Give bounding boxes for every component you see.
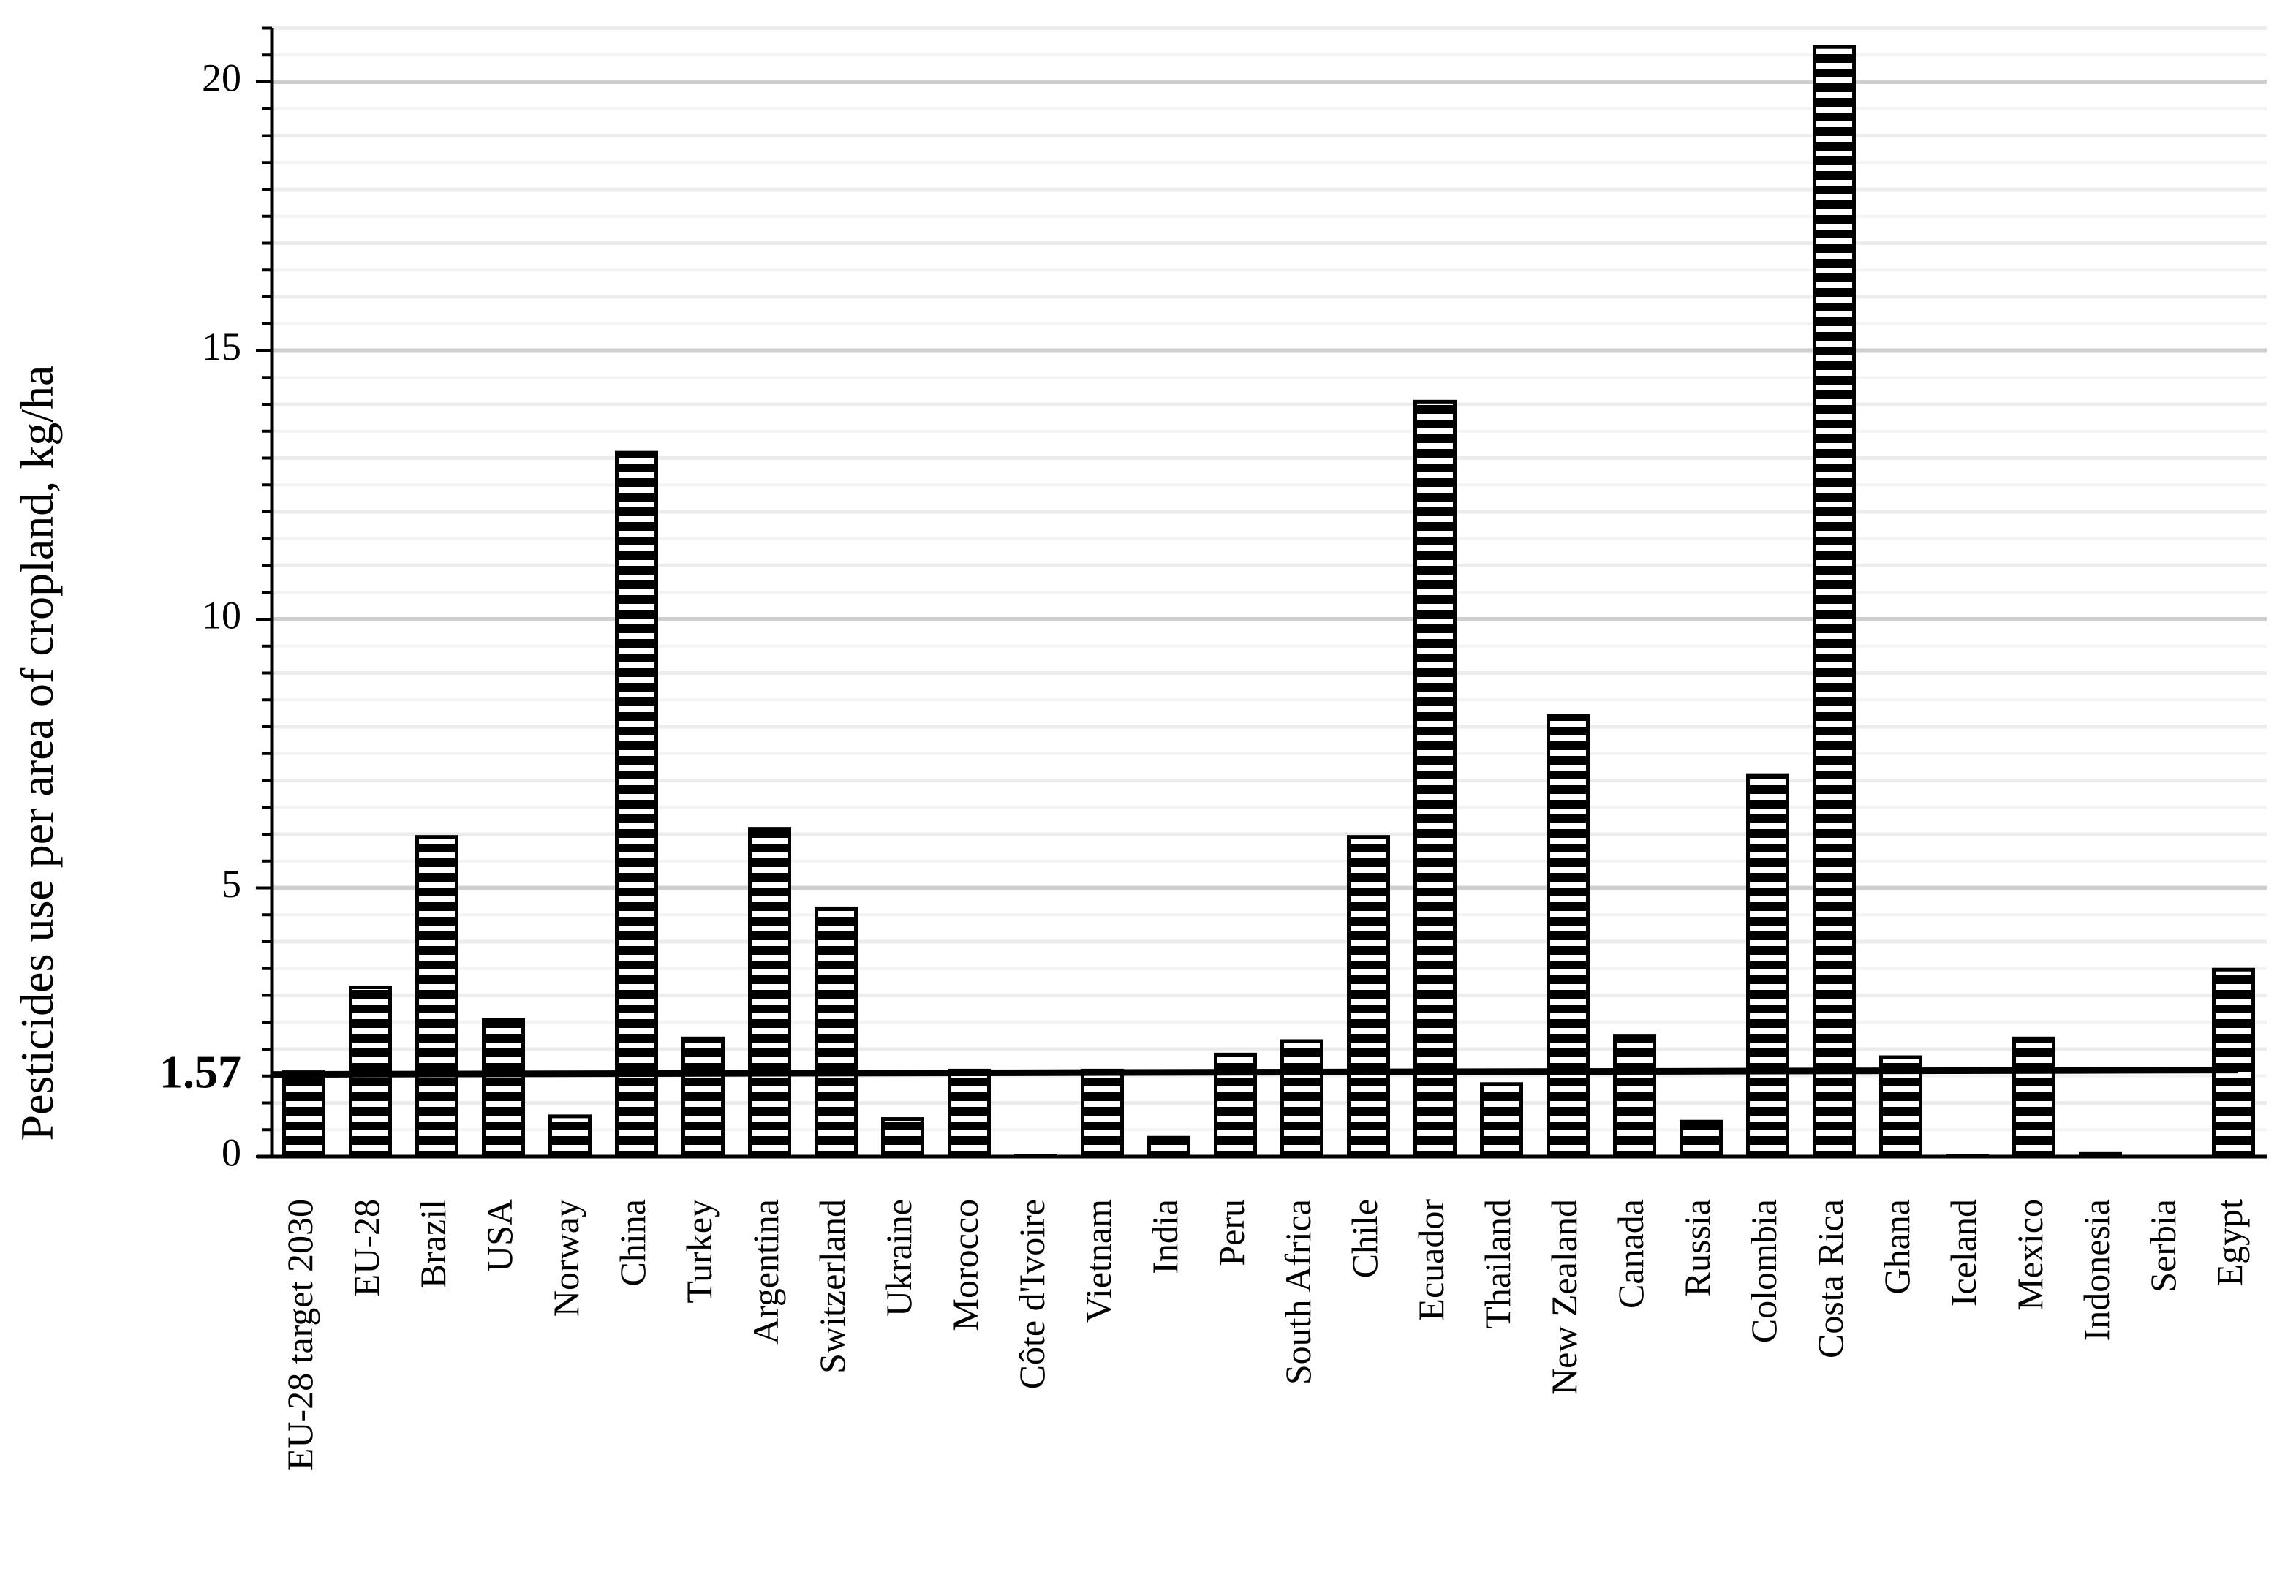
bar-ukraine <box>881 1117 924 1159</box>
category-label: Mexico <box>2009 1199 2050 1311</box>
bar-russia <box>1680 1119 1723 1159</box>
bar-turkey <box>681 1036 725 1159</box>
bar-costa-rica <box>1813 45 1856 1159</box>
category-label: Colombia <box>1743 1199 1784 1343</box>
y-tick-label: 10 <box>202 593 241 637</box>
category-label: Ecuador <box>1411 1199 1451 1321</box>
y-tick-label: 15 <box>202 325 241 368</box>
bar-usa <box>482 1018 525 1159</box>
bar-china <box>615 450 658 1159</box>
y-tick-label: 20 <box>202 56 241 99</box>
bars <box>282 45 2255 1159</box>
y-tick-label: 5 <box>222 862 241 906</box>
category-label: Morocco <box>945 1199 986 1331</box>
gridlines <box>272 26 2267 1132</box>
category-labels: EU-28 target 2030 EU-28 Brazil USA Norway Chi… <box>279 1199 2250 1471</box>
category-label: EU-28 <box>346 1199 387 1296</box>
bar-morocco <box>948 1068 991 1159</box>
category-label: Vietnam <box>1078 1199 1119 1323</box>
bar-canada <box>1613 1034 1656 1159</box>
bar-colombia <box>1746 773 1789 1159</box>
y-axis-label: Pesticides use per area of cropland, kg/… <box>11 366 63 1141</box>
category-label: Serbia <box>2142 1199 2183 1293</box>
y-tick-labels: 0 5 10 15 20 <box>202 56 241 1174</box>
category-label: New Zealand <box>1544 1199 1585 1395</box>
bar-thailand <box>1480 1082 1523 1159</box>
category-label: USA <box>479 1199 520 1272</box>
category-label: Turkey <box>679 1199 720 1304</box>
category-label: Canada <box>1610 1199 1651 1309</box>
reference-line <box>271 1067 2238 1078</box>
bar-eu-28-target-2030 <box>282 1070 325 1159</box>
bar-switzerland <box>815 906 858 1159</box>
category-label: EU-28 target 2030 <box>279 1199 320 1470</box>
category-label: India <box>1144 1199 1185 1274</box>
bar-mexico <box>2012 1036 2055 1159</box>
category-label: Côte d'Ivoire <box>1011 1199 1052 1389</box>
category-label: Brazil <box>412 1199 453 1288</box>
category-label: Iceland <box>1943 1199 1984 1306</box>
bar-norway <box>548 1114 592 1159</box>
bar-vietnam <box>1081 1068 1124 1159</box>
axes <box>256 26 2267 1159</box>
category-label: South Africa <box>1277 1199 1318 1385</box>
bar-india <box>1147 1135 1190 1159</box>
category-label: Costa Rica <box>1810 1199 1851 1358</box>
category-label: Thailand <box>1477 1199 1518 1329</box>
category-label: Ghana <box>1876 1199 1917 1295</box>
category-label: Argentina <box>745 1199 786 1345</box>
category-label: Norway <box>545 1199 586 1317</box>
category-label: Ukraine <box>878 1199 919 1317</box>
bar-argentina <box>748 827 791 1159</box>
category-label: Chile <box>1344 1199 1385 1278</box>
category-label: Russia <box>1677 1199 1718 1296</box>
bar-new-zealand <box>1547 714 1590 1159</box>
category-label: Switzerland <box>812 1199 853 1374</box>
bar-south-africa <box>1280 1039 1323 1159</box>
bar-chile <box>1347 835 1390 1159</box>
reference-line-group: 1.57 <box>159 1045 2238 1097</box>
category-label: Indonesia <box>2076 1199 2117 1341</box>
bar-brazil <box>415 835 458 1159</box>
category-label: China <box>612 1199 653 1286</box>
reference-line-label: 1.57 <box>159 1045 241 1097</box>
bar-ecuador <box>1413 399 1457 1159</box>
category-label: Egypt <box>2209 1199 2250 1287</box>
y-tick-label: 0 <box>222 1130 241 1174</box>
bar-egypt <box>2212 967 2255 1159</box>
category-label: Peru <box>1211 1199 1252 1266</box>
